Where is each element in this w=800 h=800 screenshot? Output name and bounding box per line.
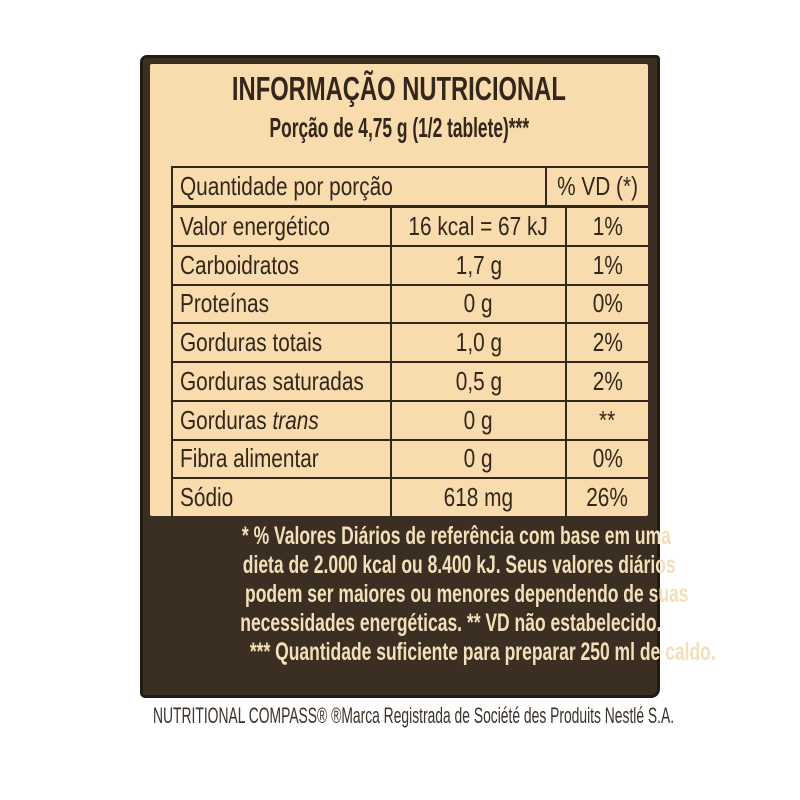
nutrient-name-cell: Fibra alimentar [173,441,390,478]
nutrition-facts-panel: INFORMAÇÃO NUTRICIONAL Porção de 4,75 g … [150,64,648,516]
nutrient-name-cell: Carboidratos [173,247,390,284]
nutrient-amount-text: 16 kcal = 67 kJ [408,210,549,241]
nutrient-vd-cell: 0% [565,440,648,478]
table-row-protein: Proteínas 0 g 0% [173,285,648,325]
nutrient-amount-text: 0,5 g [455,365,502,396]
nutrient-name-cell: Proteínas [173,286,390,323]
serving-size: Porção de 4,75 g (1/2 tablete)*** [150,112,648,144]
footnotes-block: * % Valores Diários de referência com ba… [150,522,716,667]
nutrient-amount-text: 618 mg [443,482,514,513]
nutrient-name-text: Gorduras trans [180,404,319,435]
nutrient-vd-cell: 0% [565,285,648,323]
nutrient-vd-cell: ** [565,401,648,439]
nutrient-name-text: Proteínas [180,288,270,319]
nutrient-name-cell: Gorduras totais [173,324,390,361]
label-title: INFORMAÇÃO NUTRICIONAL [150,71,648,107]
table-row-energy: Valor energético 16 kcal = 67 kJ 1% [173,208,648,247]
nutrient-name-cell: Sódio [173,479,390,516]
header-quantity-text: Quantidade por porção [180,171,393,201]
nutrient-name-cell: Valor energético [173,208,390,245]
nutrient-name-text: Gorduras saturadas [180,365,364,396]
nutrient-name-text: Carboidratos [180,249,300,280]
nutrient-vd-cell: 26% [565,479,648,516]
label-title-text: INFORMAÇÃO NUTRICIONAL [232,70,566,107]
nutrient-vd-text: 0% [592,443,623,474]
table-row-carbs: Carboidratos 1,7 g 1% [173,246,648,286]
nutrient-vd-text: 0% [592,288,623,319]
nutrient-vd-text: 1% [592,249,623,280]
nutrient-vd-cell: 1% [565,246,648,284]
nutrient-amount-cell: 0,5 g [390,363,565,400]
nutrient-name-text: Valor energético [180,210,330,241]
table-row-sodium: Sódio 618 mg 26% [173,479,648,516]
nutrient-vd-text: 2% [592,327,623,358]
table-row-total-fat: Gorduras totais 1,0 g 2% [173,324,648,363]
table-header-row: Quantidade por porção % VD (*) [173,168,648,208]
nutrient-amount-cell: 0 g [390,285,565,323]
nutrient-name-cell: Gorduras trans [173,402,390,439]
nutrient-amount-cell: 1,0 g [390,324,565,361]
serving-size-text: Porção de 4,75 g (1/2 tablete)*** [269,112,529,143]
nutrient-name-text: Fibra alimentar [180,443,319,474]
table-row-trans-fat: Gorduras trans 0 g ** [173,401,648,441]
nutrient-vd-cell: 2% [565,363,648,400]
nutrient-vd-text: 1% [592,210,623,241]
nutrient-amount-cell: 16 kcal = 67 kJ [390,208,565,245]
footnote-line: * % Valores Diários de referência com ba… [241,522,671,550]
header-vd-cell: % VD (*) [544,168,648,205]
nutrient-name-text: Gorduras totais [180,327,323,358]
nutrient-amount-cell: 0 g [390,440,565,478]
trademark-line: NUTRITIONAL COMPASS® ®Marca Registrada d… [0,703,800,729]
nutrient-vd-text: 26% [586,482,629,513]
header-quantity-cell: Quantidade por porção [173,168,545,205]
nutrient-amount-cell: 618 mg [390,479,565,516]
nutrient-vd-cell: 2% [565,324,648,361]
nutrition-label: INFORMAÇÃO NUTRICIONAL Porção de 4,75 g … [140,55,716,698]
nutrient-amount-text: 0 g [464,404,493,435]
daily-values-footnote: * % Valores Diários de referência com ba… [150,522,689,638]
nutrient-amount-text: 0 g [464,288,493,319]
nutrition-table: Quantidade por porção % VD (*) Valor ene… [171,166,648,516]
footnote-line: podem ser maiores ou menores dependendo … [245,580,689,608]
table-row-saturated-fat: Gorduras saturadas 0,5 g 2% [173,363,648,402]
nutrient-vd-text: 2% [592,365,623,396]
nutrient-vd-text: ** [599,404,616,435]
nutrient-amount-cell: 0 g [390,401,565,439]
nutrient-name-text: Sódio [180,482,234,513]
nutrient-amount-text: 1,0 g [455,327,502,358]
nutrient-amount-cell: 1,7 g [390,246,565,284]
header-vd-text: % VD (*) [556,171,638,201]
nutrient-name-cell: Gorduras saturadas [173,363,390,400]
nutrient-amount-text: 0 g [464,443,493,474]
footnote-line: dieta de 2.000 kcal ou 8.400 kJ. Seus va… [242,551,676,579]
nutrient-vd-cell: 1% [565,208,648,245]
preparation-footnote: *** Quantidade suficiente para preparar … [249,638,716,666]
table-row-fiber: Fibra alimentar 0 g 0% [173,440,648,480]
footnote-line: necessidades energéticas. ** VD não esta… [240,609,662,637]
trademark-text: NUTRITIONAL COMPASS® ®Marca Registrada d… [153,703,675,728]
nutrient-amount-text: 1,7 g [455,249,502,280]
